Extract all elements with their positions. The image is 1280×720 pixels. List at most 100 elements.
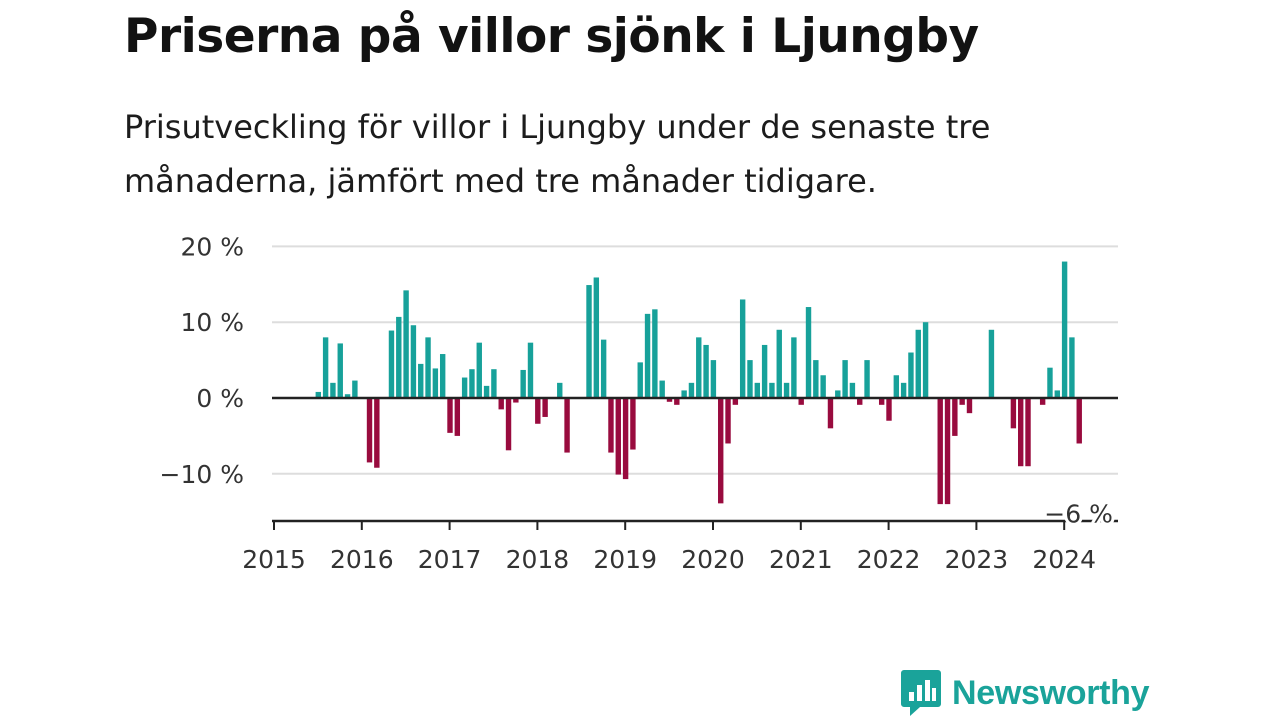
bar xyxy=(615,398,621,475)
bar xyxy=(988,329,995,398)
bar xyxy=(696,337,702,398)
bar xyxy=(674,398,680,405)
x-tick-label: 2021 xyxy=(769,545,833,574)
newsworthy-logo: Newsworthy xyxy=(900,668,1150,718)
bar xyxy=(1018,398,1024,467)
bar xyxy=(732,398,739,405)
bar xyxy=(864,360,870,398)
bar xyxy=(513,398,519,403)
x-tick-label: 2022 xyxy=(857,545,921,574)
bar xyxy=(425,337,431,398)
bar xyxy=(761,344,768,398)
bar xyxy=(959,398,965,405)
bar xyxy=(622,398,629,480)
bar xyxy=(374,398,380,468)
bar xyxy=(1061,261,1068,398)
bar xyxy=(1039,398,1046,405)
x-tick-label: 2017 xyxy=(418,545,482,574)
bar xyxy=(593,277,600,398)
bar xyxy=(557,382,563,398)
bar xyxy=(498,398,504,410)
bar xyxy=(315,391,321,398)
bar xyxy=(1076,398,1082,444)
newsworthy-logo-icon xyxy=(901,670,941,716)
bar xyxy=(659,380,665,398)
bar xyxy=(937,398,943,505)
brand-name: Newsworthy xyxy=(952,673,1150,712)
y-tick-label: 20 % xyxy=(180,232,244,261)
last-value-annotation: −6 % xyxy=(1044,499,1113,528)
bar xyxy=(461,377,468,398)
x-tick-label: 2016 xyxy=(330,545,394,574)
bar xyxy=(725,398,731,444)
bar xyxy=(966,398,973,414)
bar xyxy=(776,329,782,398)
y-tick-label: −10 % xyxy=(160,460,244,489)
bar xyxy=(586,285,592,398)
gridlines xyxy=(272,245,1118,475)
bar xyxy=(403,290,409,398)
bar xyxy=(681,390,687,398)
bar xyxy=(710,360,717,398)
bar xyxy=(915,329,921,398)
bar xyxy=(1025,398,1031,467)
bar xyxy=(352,380,358,398)
bar xyxy=(944,398,951,505)
bar xyxy=(535,398,541,424)
bar xyxy=(747,360,753,398)
bar xyxy=(439,354,446,398)
x-tick-label: 2019 xyxy=(593,545,657,574)
bar xyxy=(330,382,336,398)
bar xyxy=(447,398,453,433)
bar xyxy=(791,337,797,398)
bar xyxy=(827,398,834,429)
bar xyxy=(805,307,812,398)
bar xyxy=(900,382,907,398)
bar xyxy=(388,330,395,398)
bar xyxy=(564,398,570,453)
bar xyxy=(769,382,775,398)
bar xyxy=(703,344,709,398)
bar xyxy=(630,398,636,450)
bar xyxy=(857,398,863,405)
bar xyxy=(820,375,826,398)
bar xyxy=(666,398,673,402)
bar xyxy=(1047,367,1053,398)
bar xyxy=(718,398,724,504)
bar xyxy=(1010,398,1017,429)
bar xyxy=(322,337,329,398)
bar xyxy=(344,394,351,398)
y-tick-label: 0 % xyxy=(196,384,244,413)
bar xyxy=(842,360,848,398)
bar xyxy=(505,398,512,451)
bar xyxy=(432,368,439,398)
y-tick-label: 10 % xyxy=(180,308,244,337)
x-tick-label: 2015 xyxy=(242,545,306,574)
bar xyxy=(527,342,534,398)
bar xyxy=(754,382,760,398)
bar xyxy=(410,325,417,398)
bar xyxy=(418,363,424,398)
bar xyxy=(1054,390,1060,398)
bar xyxy=(878,398,885,405)
axes xyxy=(272,396,1118,530)
bar xyxy=(783,382,790,398)
bar xyxy=(952,398,958,436)
x-tick-label: 2023 xyxy=(945,545,1009,574)
bar xyxy=(835,390,841,398)
bar xyxy=(366,398,373,463)
bar xyxy=(608,398,614,453)
bar xyxy=(476,342,482,398)
bar xyxy=(1069,337,1075,398)
bar xyxy=(886,398,892,421)
bar xyxy=(637,362,643,398)
bar xyxy=(337,343,343,398)
bar-chart: 20 % 10 % 0 % −10 % 2015 2016 2017 2018 2019 2020… xyxy=(160,232,1118,574)
bar xyxy=(922,322,929,398)
labels: 20 % 10 % 0 % −10 % 2015 2016 2017 2018 2019 2020… xyxy=(160,232,1116,574)
bar xyxy=(652,309,658,398)
bar xyxy=(893,375,900,398)
bar xyxy=(739,299,746,398)
bar xyxy=(542,398,548,417)
bars xyxy=(315,261,1082,505)
